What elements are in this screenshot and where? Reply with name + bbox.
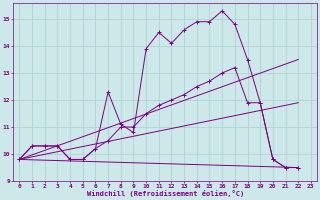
X-axis label: Windchill (Refroidissement éolien,°C): Windchill (Refroidissement éolien,°C) <box>86 190 244 197</box>
